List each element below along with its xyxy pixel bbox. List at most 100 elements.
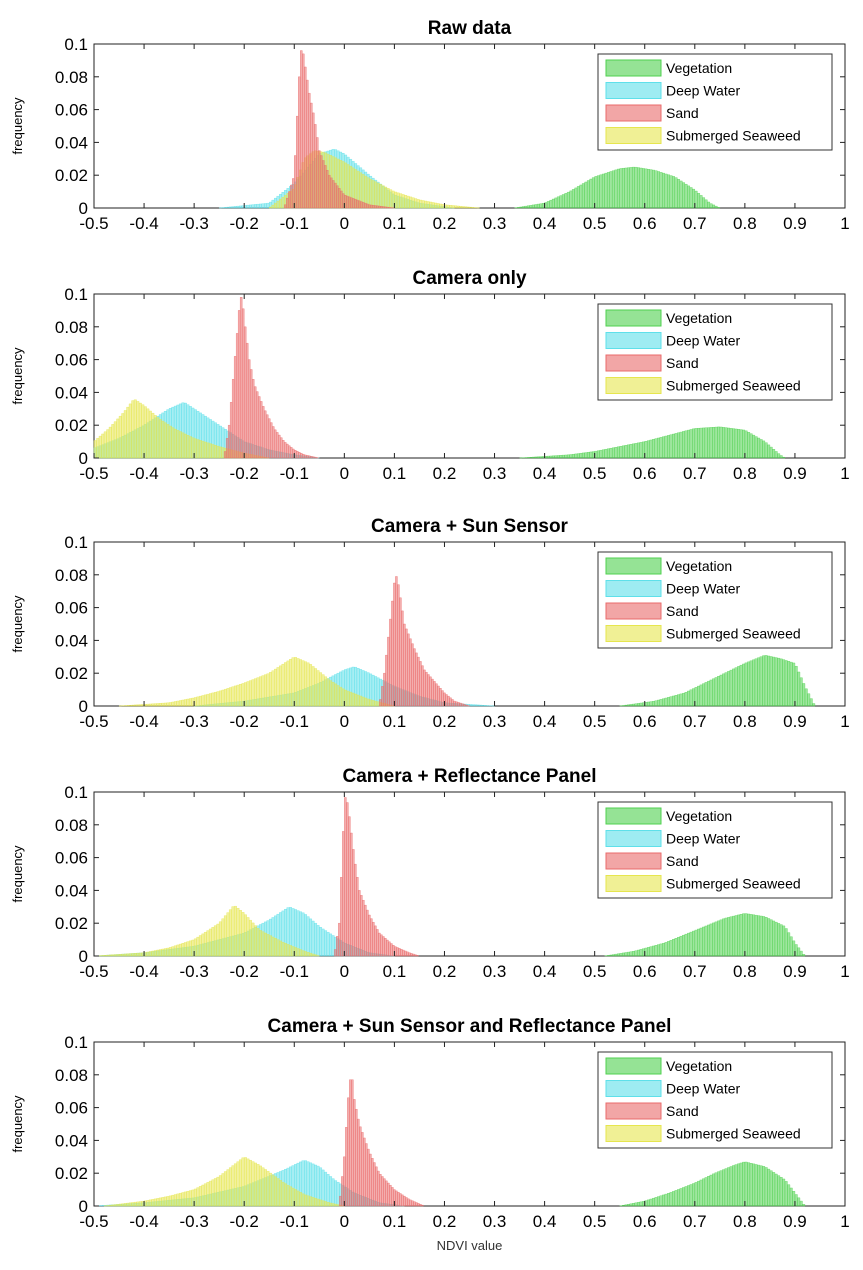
data-point-sand [319,150,320,151]
data-point-submerged-seaweed [194,697,195,698]
data-point-sand [424,669,425,670]
y-tick-label: 0.06 [55,849,88,868]
data-point-sand [254,384,255,385]
data-point-deep-water [369,673,370,674]
legend-swatch-deep-water [605,332,662,349]
x-tick-label: 0.3 [483,1212,507,1231]
data-point-vegetation [744,430,745,431]
data-point-vegetation [669,1192,670,1193]
data-point-vegetation [704,926,705,927]
data-point-vegetation [514,207,515,208]
data-point-vegetation [684,692,685,693]
series-submerged-seaweed [118,656,395,707]
y-tick-label: 0.02 [55,416,88,435]
legend-swatch-vegetation [605,1057,662,1075]
data-point-sand [409,952,410,953]
x-tick-label: -0.3 [179,464,208,483]
histogram-bars-vegetation [619,1161,806,1207]
legend-swatch-sand [605,852,662,870]
x-tick-label: 0.1 [383,712,407,731]
x-tick-label: 1 [840,962,849,981]
data-point-vegetation [594,451,595,452]
histogram-bars-vegetation [519,426,786,459]
data-point-sand [434,681,435,682]
data-point-sand [419,955,420,956]
data-point-submerged-seaweed [169,947,170,948]
data-point-sand [379,1173,380,1174]
data-point-vegetation [784,926,785,927]
series-submerged-seaweed [93,905,320,957]
histogram-bars-submerged-seaweed [93,905,320,957]
data-point-vegetation [569,191,570,192]
data-point-vegetation [619,705,620,706]
data-point-sand [384,673,385,674]
legend-swatch-deep-water [605,580,662,597]
x-tick-label: 0.8 [733,1212,757,1231]
data-point-sand [414,648,415,649]
x-tick-label: 0.4 [533,962,557,981]
series-sand [334,797,420,957]
data-point-sand [294,175,295,176]
x-tick-label: 0 [340,214,349,233]
data-point-vegetation [784,1179,785,1180]
legend-swatch-deep-water [605,82,662,99]
data-point-sand [344,1156,345,1157]
data-point-submerged-seaweed [234,905,235,906]
data-point-sand [339,1205,340,1206]
chart-panel-camera-only: -0.5 -0.4 -0.3 -0.2 -0.1 0 0.1 0.2 0.3 0.4 0.5 0.6 0… [10,268,850,483]
legend-swatch-deep-water [605,1080,662,1097]
legend: Vegetation Deep Water Sand Submerged Seawee… [597,551,833,649]
data-point-vegetation [764,916,765,917]
x-tick-label: -0.3 [179,712,208,731]
data-point-submerged-seaweed [329,679,330,680]
data-point-sand [284,441,285,442]
x-tick-label: 0.8 [733,464,757,483]
legend-swatch-submerged-seaweed [605,625,662,642]
x-tick-label: -0.2 [230,712,259,731]
data-point-sand [379,932,380,933]
data-point-vegetation [654,700,655,701]
data-point-vegetation [764,655,765,656]
chart-panel-camera-sun-sensor-reflectance-panel: -0.5 -0.4 -0.3 -0.2 -0.1 0 0.1 0.2 0.3 0.4 0.5 0.6 0… [10,1016,850,1253]
histogram-bars-vegetation [604,913,806,957]
data-point-sand [229,425,230,426]
legend-label-submerged-seaweed: Submerged Seaweed [666,378,801,394]
y-tick-label: 0.08 [55,566,88,585]
data-point-vegetation [664,942,665,943]
data-point-sand [404,623,405,624]
y-tick-label: 0.1 [64,285,88,304]
y-tick-label: 0.02 [55,166,88,185]
histogram-bars-vegetation [619,655,816,707]
chart-title: Camera only [412,268,526,289]
x-tick-label: 0.9 [783,464,807,483]
data-point-submerged-seaweed [304,1194,305,1195]
x-tick-label: 0.6 [633,962,657,981]
data-point-sand [349,816,350,817]
y-tick-label: 0 [79,697,88,716]
data-point-vegetation [594,176,595,177]
data-point-sand [454,700,455,701]
x-tick-label: -0.5 [79,712,108,731]
histogram-bars-vegetation [514,166,721,209]
data-point-vegetation [719,426,720,427]
data-point-submerged-seaweed [284,1182,285,1183]
x-tick-label: 0.2 [433,214,457,233]
data-point-vegetation [764,1166,765,1167]
data-point-submerged-seaweed [294,656,295,657]
series-sand [339,1074,424,1207]
data-point-sand [369,914,370,915]
x-tick-label: -0.2 [230,1212,259,1231]
data-point-vegetation [569,454,570,455]
x-tick-label: 0.2 [433,962,457,981]
x-tick-label: -0.5 [79,214,108,233]
legend-label-sand: Sand [666,603,699,619]
x-tick-label: -0.4 [129,962,158,981]
data-point-vegetation [714,1173,715,1174]
data-point-sand [351,1074,352,1075]
histogram-bars-sand [379,576,470,707]
x-tick-label: -0.2 [230,464,259,483]
data-point-submerged-seaweed [219,923,220,924]
data-point-vegetation [604,955,605,956]
x-tick-label: 0.4 [533,1212,557,1231]
x-tick-label: -0.3 [179,1212,208,1231]
